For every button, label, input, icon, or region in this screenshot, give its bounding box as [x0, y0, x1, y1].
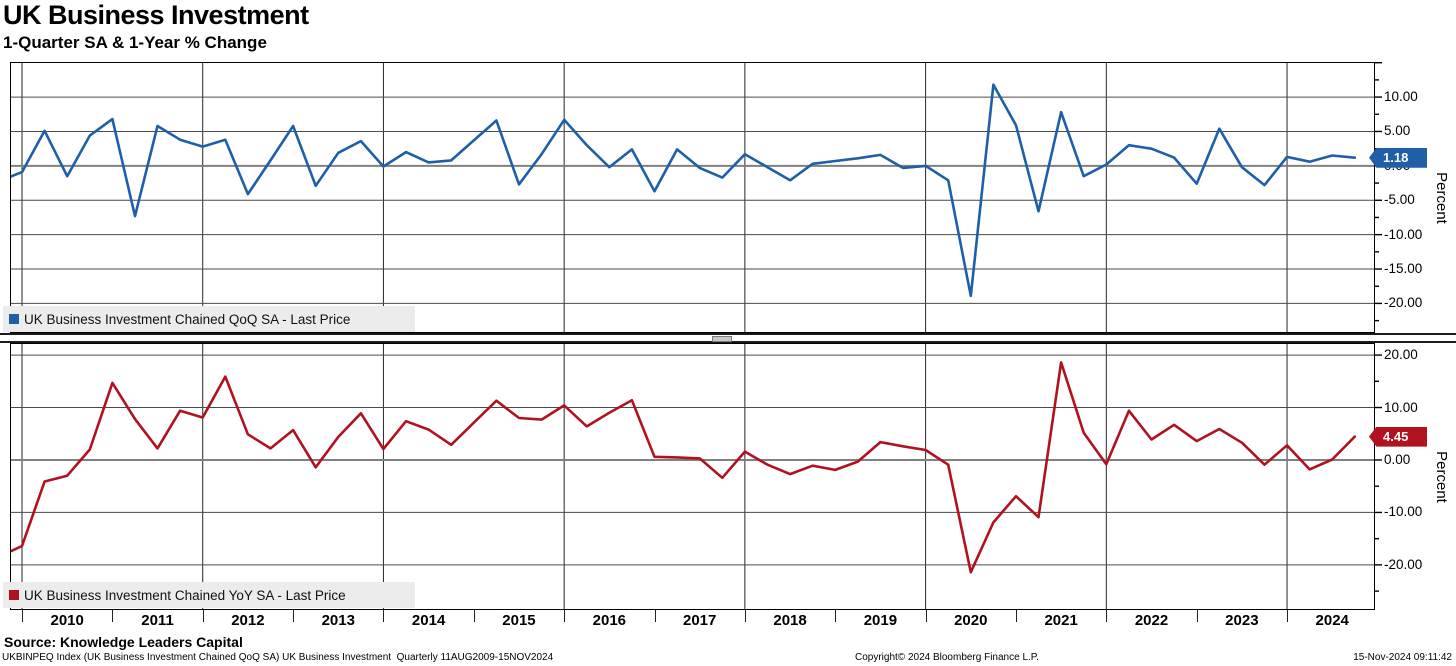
x-axis-year-label: 2020	[954, 612, 988, 629]
footer-description: UKBINPEQ Index (UK Business Investment C…	[2, 652, 554, 663]
qoq-plot-svg	[10, 62, 1382, 333]
legend-qoq[interactable]: UK Business Investment Chained QoQ SA - …	[3, 306, 415, 332]
panel-separator	[0, 333, 1456, 343]
last-price-badge-qoq: 1.18	[1369, 147, 1427, 168]
y-tick-label: -5.00	[1384, 192, 1415, 208]
x-axis-year-label: 2019	[863, 612, 898, 629]
x-axis-tick	[473, 610, 475, 622]
y-tick-label: -20.00	[1384, 295, 1423, 311]
x-axis-tick	[383, 610, 385, 622]
y-tick-label: -10.00	[1384, 226, 1423, 242]
x-axis-tick	[1106, 610, 1108, 622]
y-axis-ticks	[1375, 62, 1382, 322]
x-axis-tick	[925, 610, 927, 622]
x-axis-year-label: 2018	[773, 612, 807, 629]
y-tick-label: 0.00	[1384, 451, 1411, 467]
x-axis-tick	[112, 610, 114, 622]
x-axis-tick	[1287, 610, 1289, 622]
x-axis-year-label: 2012	[231, 612, 265, 629]
x-axis-tick	[744, 610, 746, 622]
horizontal-gridlines	[10, 96, 1375, 304]
last-price-badge-yoy: 4.45	[1369, 426, 1427, 447]
legend-label-yoy: UK Business Investment Chained YoY SA - …	[24, 587, 346, 603]
footer-copyright: Copyright© 2024 Bloomberg Finance L.P.	[855, 652, 1039, 663]
legend-swatch-qoq-icon	[9, 314, 19, 324]
x-axis-tick	[1015, 610, 1017, 622]
separator-drag-handle[interactable]	[712, 336, 732, 342]
yoy-plot-svg	[10, 343, 1382, 610]
x-axis-year-label: 2014	[411, 612, 446, 629]
x-axis-year-label: 2016	[592, 612, 627, 629]
horizontal-gridlines	[10, 354, 1375, 566]
x-axis-tick	[564, 610, 566, 622]
x-axis-year-label: 2024	[1315, 612, 1349, 629]
legend-swatch-yoy-icon	[9, 590, 19, 600]
x-axis-year-label: 2023	[1225, 612, 1259, 629]
y-tick-label: 10.00	[1384, 399, 1418, 415]
x-axis-year-label: 2010	[50, 612, 84, 629]
footer-timestamp: 15-Nov-2024 09:11:42	[1353, 652, 1452, 663]
legend-label-qoq: UK Business Investment Chained QoQ SA - …	[24, 311, 351, 327]
y-tick-label: -15.00	[1384, 261, 1423, 277]
chart-subtitle: 1-Quarter SA & 1-Year % Change	[3, 33, 267, 52]
legend-yoy[interactable]: UK Business Investment Chained YoY SA - …	[3, 582, 415, 608]
yoy-series-line	[10, 361, 1357, 574]
y-tick-label: 10.00	[1384, 89, 1418, 105]
x-axis-year-label: 2013	[321, 612, 355, 629]
yoy-chart-panel[interactable]	[10, 343, 1383, 610]
source-line: Source: Knowledge Leaders Capital	[4, 634, 243, 650]
vertical-gridlines	[21, 62, 1288, 333]
y-tick-label: 20.00	[1384, 347, 1418, 363]
x-axis-year-label: 2015	[502, 612, 536, 629]
x-axis-tick	[293, 610, 295, 622]
x-axis-year-label: 2017	[683, 612, 717, 629]
page-title: UK Business Investment	[3, 0, 309, 30]
x-axis-year-label: 2022	[1134, 612, 1169, 629]
x-axis-year-label: 2021	[1044, 612, 1078, 629]
qoq-series-line	[10, 83, 1357, 298]
x-axis-tick	[654, 610, 656, 622]
x-axis-tick	[22, 610, 23, 622]
y-tick-label: 5.00	[1384, 123, 1411, 139]
x-axis-tick	[202, 610, 204, 622]
x-axis-year-label: 2011	[141, 612, 174, 629]
x-axis-tick	[835, 610, 837, 622]
y-tick-label: -10.00	[1384, 504, 1423, 520]
x-axis-tick	[1196, 610, 1198, 622]
y-tick-label: -20.00	[1384, 556, 1423, 572]
qoq-chart-panel[interactable]	[10, 62, 1383, 333]
vertical-gridlines	[21, 343, 1288, 610]
y-axis-ticks	[1375, 354, 1382, 592]
